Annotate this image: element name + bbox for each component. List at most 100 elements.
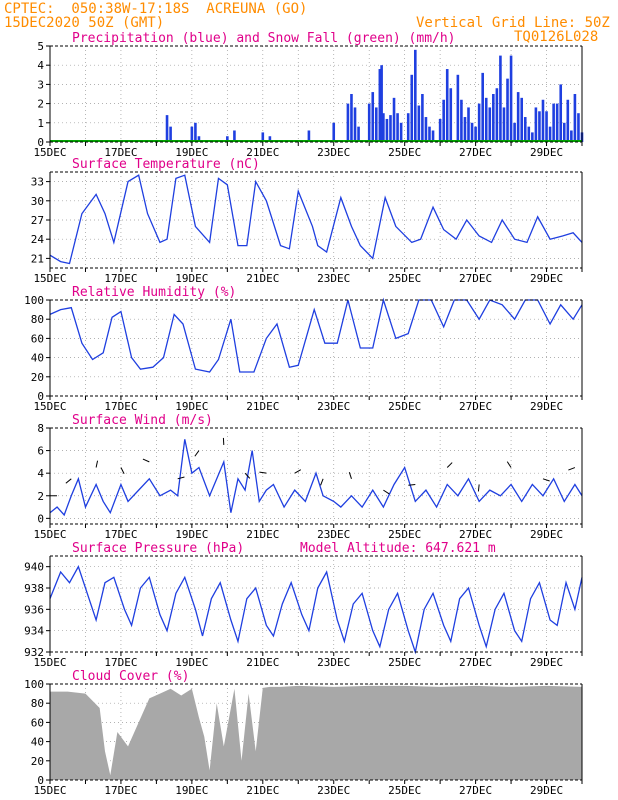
- x-tick-label: 27DEC: [459, 272, 492, 285]
- y-tick-label: 0: [37, 136, 44, 149]
- precip-bar: [538, 111, 541, 142]
- x-tick-label: 19DEC: [175, 272, 208, 285]
- x-tick-label: 15DEC: [33, 400, 66, 413]
- x-tick-label: 19DEC: [175, 656, 208, 669]
- y-tick-label: 0: [37, 390, 44, 403]
- y-tick-label: 100: [24, 294, 44, 307]
- precip-bar: [406, 113, 410, 142]
- precip-bar: [474, 126, 477, 142]
- y-tick-label: 934: [24, 625, 44, 638]
- x-tick-label: 23DEC: [317, 146, 350, 159]
- precip-bar: [506, 78, 509, 142]
- precip-bar: [332, 122, 336, 142]
- wind-arrow: [244, 472, 251, 479]
- x-tick-label: 27DEC: [459, 400, 492, 413]
- x-tick-label: 17DEC: [104, 656, 137, 669]
- x-tick-label: 21DEC: [246, 656, 279, 669]
- wind-arrow: [542, 478, 550, 482]
- precip-bar: [346, 103, 350, 142]
- precip-bar: [307, 130, 311, 142]
- wind-arrow: [568, 467, 576, 471]
- y-tick-label: 24: [31, 233, 45, 246]
- panel-title: Surface Temperature (nC): [72, 157, 260, 172]
- precip-bar: [442, 99, 445, 142]
- precip-bar: [261, 132, 265, 142]
- x-tick-label: 29DEC: [530, 784, 563, 797]
- precip-bar: [380, 65, 383, 142]
- wind-arrow: [320, 478, 324, 486]
- panel-title: Cloud Cover (%): [72, 669, 189, 684]
- x-tick-label: 21DEC: [246, 400, 279, 413]
- y-tick-label: 940: [24, 561, 44, 574]
- x-tick-label: 25DEC: [388, 656, 421, 669]
- y-tick-label: 40: [31, 736, 44, 749]
- x-tick-label: 27DEC: [459, 146, 492, 159]
- panel-title: Surface Wind (m/s): [72, 413, 213, 428]
- y-tick-label: 932: [24, 646, 44, 659]
- x-tick-label: 15DEC: [33, 146, 66, 159]
- precip-bar: [470, 122, 474, 142]
- y-tick-label: 100: [24, 678, 44, 691]
- precip-bar: [357, 126, 360, 142]
- precip-bar: [367, 103, 371, 142]
- y-tick-label: 0: [37, 774, 44, 787]
- x-tick-label: 15DEC: [33, 784, 66, 797]
- y-tick-label: 2: [37, 98, 44, 111]
- precip-bar: [385, 118, 389, 142]
- x-tick-label: 17DEC: [104, 272, 137, 285]
- y-tick-label: 0: [37, 512, 44, 525]
- y-tick-label: 4: [37, 467, 44, 480]
- precip-bar: [417, 105, 421, 142]
- wind-arrow: [446, 462, 453, 468]
- precip-bar: [541, 99, 545, 142]
- precip-bar: [268, 136, 272, 142]
- precip-bar: [499, 55, 502, 142]
- x-tick-label: 25DEC: [388, 146, 421, 159]
- precip-bar: [481, 72, 484, 142]
- y-tick-label: 33: [31, 176, 44, 189]
- precip-bar: [374, 107, 378, 142]
- wind-arrow: [95, 460, 99, 468]
- y-tick-label: 60: [31, 716, 44, 729]
- run-date: 15DEC2020 50Z (GMT): [4, 15, 165, 31]
- precip-bar: [552, 103, 555, 142]
- grid-line-note: Vertical Grid Line: 50Z: [416, 15, 610, 31]
- wind-arrow: [348, 472, 352, 479]
- x-tick-label: 29DEC: [530, 272, 563, 285]
- precip-bar: [389, 115, 392, 142]
- precip-bar: [463, 117, 467, 142]
- x-tick-label: 29DEC: [530, 146, 563, 159]
- precip-bar: [488, 107, 492, 142]
- x-tick-label: 15DEC: [33, 272, 66, 285]
- precip-bar: [570, 130, 573, 142]
- precip-bar: [460, 99, 463, 142]
- y-tick-label: 2: [37, 490, 44, 503]
- y-tick-label: 40: [31, 352, 44, 365]
- y-tick-label: 20: [31, 371, 44, 384]
- x-tick-label: 19DEC: [175, 528, 208, 541]
- x-tick-label: 17DEC: [104, 528, 137, 541]
- y-tick-label: 936: [24, 603, 44, 616]
- panel-title: Relative Humidity (%): [72, 285, 236, 300]
- x-tick-label: 25DEC: [388, 784, 421, 797]
- precip-bar: [396, 113, 399, 142]
- precip-bar: [495, 88, 499, 142]
- precip-bar: [421, 94, 424, 142]
- y-tick-label: 4: [37, 59, 44, 72]
- precip-bar: [520, 97, 524, 142]
- x-tick-label: 23DEC: [317, 400, 350, 413]
- wind-arrow: [408, 483, 416, 486]
- wind-arrow: [259, 471, 267, 474]
- precip-bar: [559, 84, 563, 142]
- wind-arrow: [383, 489, 390, 495]
- precip-bar: [527, 126, 531, 142]
- precip-bar: [424, 117, 428, 142]
- x-tick-label: 27DEC: [459, 784, 492, 797]
- precip-bar: [545, 111, 548, 142]
- precip-bar: [233, 130, 236, 142]
- wind-arrow: [194, 450, 200, 457]
- x-tick-label: 25DEC: [388, 400, 421, 413]
- y-tick-label: 5: [37, 40, 44, 53]
- x-tick-label: 25DEC: [388, 528, 421, 541]
